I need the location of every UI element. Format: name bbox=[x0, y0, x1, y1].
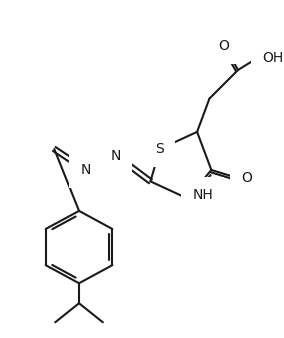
Text: N: N bbox=[111, 149, 121, 163]
Text: S: S bbox=[156, 142, 164, 156]
Text: OH: OH bbox=[262, 51, 283, 65]
Text: O: O bbox=[241, 171, 252, 185]
Text: N: N bbox=[80, 163, 91, 177]
Text: O: O bbox=[218, 39, 229, 53]
Text: NH: NH bbox=[192, 188, 213, 202]
